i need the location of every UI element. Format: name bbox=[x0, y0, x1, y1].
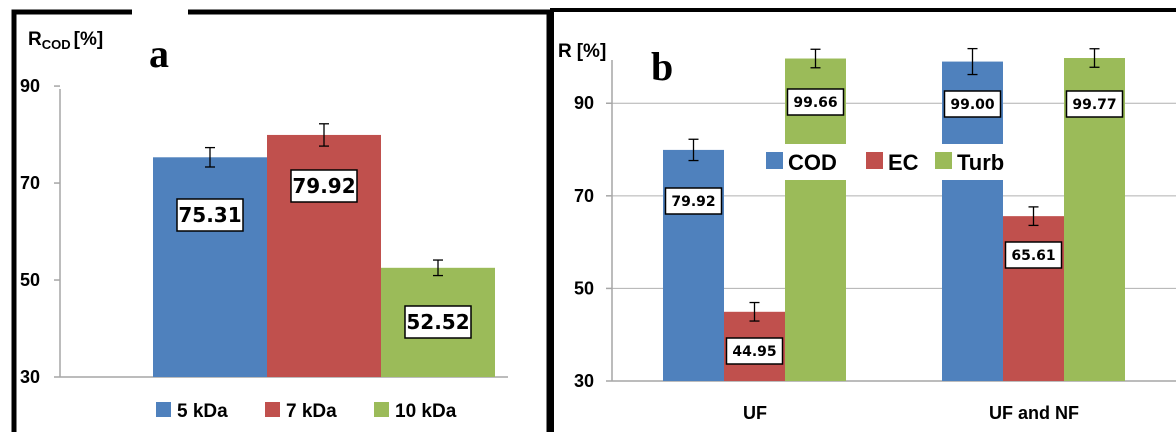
panel-a-legend-swatch-3 bbox=[374, 402, 389, 417]
panel-b-data-label-1-turb: 99.66 bbox=[793, 95, 837, 111]
panel-b-legend-label-2: EC bbox=[888, 150, 919, 175]
panel-b-data-label-2-cod-box bbox=[943, 90, 1002, 118]
panel-b-y-axis-title: R [%] bbox=[558, 41, 606, 62]
panel-b-y-tick-label: 50 bbox=[574, 278, 594, 298]
panel-b: b R [%] 30 50 70 90 79.92 44.95 99.66 99.00 65.6… bbox=[550, 8, 1176, 432]
panel-a-legend: 5 kDa 7 kDa 10 kDa bbox=[156, 401, 457, 422]
panel-a-data-label-2: 79.92 bbox=[292, 174, 355, 198]
panel-b-categories: UF UF and NF bbox=[743, 403, 1079, 423]
panel-a-legend-label-1: 5 kDa bbox=[177, 401, 228, 422]
panel-b-y-tick-label: 70 bbox=[574, 186, 594, 206]
panel-a-data-label-1: 75.31 bbox=[178, 203, 241, 227]
panel-a-data-label-3-box bbox=[404, 305, 472, 339]
panel-b-data-label-2-cod: 99.00 bbox=[950, 97, 995, 113]
panel-b-y-tick-label: 30 bbox=[574, 371, 594, 391]
panel-b-category-label-2: UF and NF bbox=[989, 403, 1079, 423]
panel-b-letter: b bbox=[651, 44, 673, 89]
panel-b-y-ticks: 30 50 70 90 bbox=[574, 93, 612, 391]
panel-b-data-label-2-turb: 99.77 bbox=[1072, 97, 1116, 113]
panel-b-legend-swatch-2 bbox=[866, 152, 883, 169]
panel-a-legend-label-2: 7 kDa bbox=[286, 401, 337, 422]
panel-a-y-tick-label: 90 bbox=[20, 76, 40, 96]
panel-b-frame bbox=[550, 8, 1176, 432]
panel-b-ylabel-main: R bbox=[558, 41, 572, 62]
panel-b-data-label-1-turb-box bbox=[786, 88, 845, 116]
panel-b-legend-swatch-1 bbox=[766, 152, 783, 169]
panel-b-bar-2-ec bbox=[1003, 216, 1064, 381]
panel-a-y-ticks: 30 50 70 90 bbox=[20, 76, 60, 387]
panel-b-legend-label-1: COD bbox=[788, 150, 837, 175]
panel-a-frame-left bbox=[11, 9, 132, 432]
panel-b-data-label-1-cod: 79.92 bbox=[671, 194, 715, 210]
panel-b-data-label-2-turb-box bbox=[1065, 90, 1124, 118]
panel-a-y-tick-label: 70 bbox=[20, 173, 40, 193]
panel-b-data-label-2-ec-box bbox=[1004, 241, 1063, 269]
panel-a-data-label-3: 52.52 bbox=[406, 310, 469, 334]
panel-a-legend-swatch-2 bbox=[265, 402, 280, 417]
panel-a-legend-label-3: 10 kDa bbox=[395, 401, 457, 422]
panel-b-data-label-1-ec-box bbox=[725, 337, 784, 365]
panel-b-data-label-1-ec: 44.95 bbox=[732, 344, 776, 360]
panel-b-bars: 79.92 44.95 99.66 99.00 65.61 99.77 bbox=[663, 47, 1125, 382]
panel-b-y-tick-label: 90 bbox=[574, 93, 594, 113]
panel-a-letter: a bbox=[149, 31, 169, 76]
panel-a-frame-right bbox=[188, 9, 552, 432]
panel-a-ylabel-main: R bbox=[28, 29, 42, 50]
panel-b-ylabel-unit: [%] bbox=[577, 41, 607, 62]
panel-a-data-label-1-box bbox=[176, 198, 244, 232]
panel-a-bar-1 bbox=[153, 157, 267, 377]
panel-b-legend-label-3: Turb bbox=[957, 150, 1004, 175]
panel-a-legend-swatch-1 bbox=[156, 402, 171, 417]
panel-a-y-axis-title: RCOD [%] bbox=[28, 29, 103, 52]
panel-b-legend: COD EC Turb bbox=[744, 144, 1020, 180]
panel-a-bars: 75.31 79.92 52.52 bbox=[153, 123, 495, 377]
panel-a: a RCOD [%] 30 50 70 90 75.31 79.92 52.52 5 kDa… bbox=[11, 9, 552, 432]
panel-b-legend-swatch-3 bbox=[935, 152, 952, 169]
panel-b-data-label-1-cod-box bbox=[664, 187, 723, 215]
panel-a-data-label-2-box bbox=[290, 169, 358, 203]
panel-a-y-tick-label: 30 bbox=[20, 367, 40, 387]
panel-a-ylabel-unit: [%] bbox=[74, 29, 104, 50]
panel-a-y-tick-label: 50 bbox=[20, 270, 40, 290]
panel-b-data-label-2-ec: 65.61 bbox=[1011, 248, 1055, 264]
panel-b-bar-1-cod bbox=[663, 149, 724, 381]
panel-a-ylabel-sub: COD bbox=[42, 37, 71, 52]
panel-b-category-label-1: UF bbox=[743, 403, 767, 423]
